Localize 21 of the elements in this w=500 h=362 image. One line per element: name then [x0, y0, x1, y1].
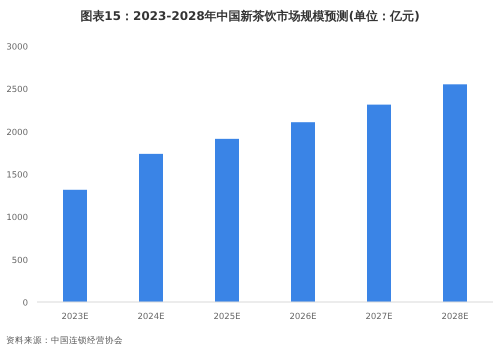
y-tick-label: 2500: [6, 85, 28, 96]
bar: [367, 104, 391, 302]
bar: [63, 190, 87, 302]
x-tick-label: 2025E: [213, 312, 241, 322]
y-tick-label: 1500: [6, 170, 28, 180]
x-tick-label: 2026E: [289, 312, 317, 322]
x-tick-label: 2027E: [365, 312, 393, 322]
bar: [215, 138, 239, 302]
x-tick-label: 2023E: [61, 312, 89, 322]
text: 资料来源：中国连锁经营协会: [6, 335, 123, 346]
y-tick-label: 0: [22, 298, 28, 308]
bar: [443, 84, 467, 302]
y-tick-label: 500: [12, 256, 28, 266]
y-tick-label: 3000: [6, 42, 28, 52]
y-tick-label: 2000: [6, 128, 28, 138]
bar: [291, 122, 315, 302]
bar: [139, 154, 163, 302]
y-tick-label: 1000: [6, 213, 28, 224]
x-tick-label: 2024E: [137, 312, 165, 322]
chart-title: 图表15：2023-2028年中国新茶饮市场规模预测(单位：亿元): [80, 9, 420, 23]
x-tick-label: 2028E: [441, 312, 469, 322]
